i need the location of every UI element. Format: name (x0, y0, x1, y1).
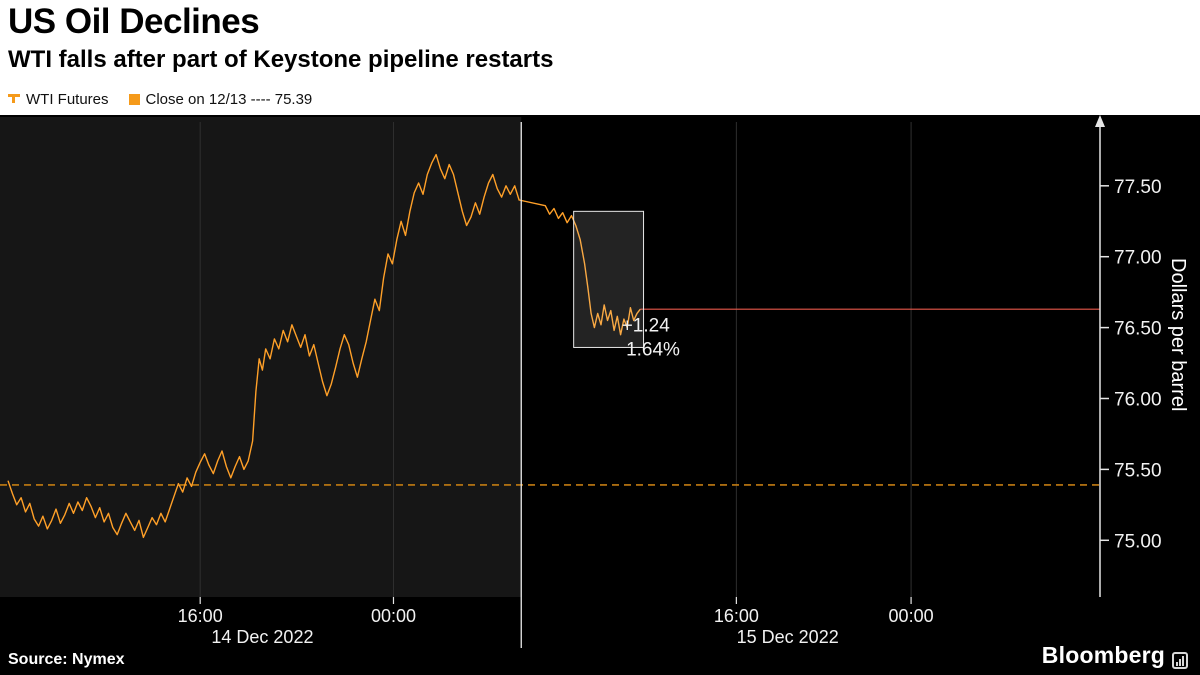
y-axis-title: Dollars per barrel (1167, 258, 1189, 412)
percent-annotation: 1.64% (626, 340, 680, 361)
legend-item-close: Close on 12/13 ---- 75.39 (128, 91, 313, 108)
square-marker-icon (128, 94, 140, 105)
y-tick-label: 75.00 (1114, 531, 1162, 552)
y-axis-arrow-icon (1095, 115, 1105, 127)
price-chart: 75.00 75.50 76.00 76.50 77.00 77.50 16:00 00:00… (0, 115, 1162, 648)
change-annotation: +1.24 (622, 316, 671, 337)
y-tick-label: 77.50 (1114, 177, 1162, 198)
legend-label-close: Close on 12/13 ---- 75.39 (145, 91, 313, 108)
page-title: US Oil Declines (8, 2, 260, 41)
x-tick-label: 00:00 (889, 606, 934, 626)
x-tick-label: 16:00 (178, 606, 223, 626)
line-marker-icon (8, 93, 20, 106)
y-tick-label: 77.00 (1114, 248, 1162, 269)
legend-item-wti: WTI Futures (8, 91, 109, 108)
session-shade (0, 117, 522, 597)
x-tick-label: 16:00 (714, 606, 759, 626)
y-tick-label: 75.50 (1114, 460, 1162, 481)
y-tick-label: 76.00 (1114, 389, 1162, 410)
price-line (7, 153, 641, 539)
bloomberg-wordmark: Bloomberg (1041, 642, 1165, 668)
highlight-box (573, 210, 645, 348)
date-label: 15 Dec 2022 (737, 627, 839, 647)
source-credit: Source: Nymex (8, 651, 125, 668)
bloomberg-terminal-icon (1172, 652, 1188, 669)
chart-legend: WTI Futures Close on 12/13 ---- 75.39 (8, 91, 312, 108)
legend-label-wti: WTI Futures (26, 91, 109, 108)
y-tick-label: 76.50 (1114, 319, 1162, 340)
chart-header: US Oil Declines WTI falls after part of … (0, 0, 1200, 115)
page-subtitle: WTI falls after part of Keystone pipelin… (8, 46, 554, 73)
bloomberg-logo: Bloomberg (1042, 642, 1188, 669)
date-label: 14 Dec 2022 (211, 627, 313, 647)
x-tick-label: 00:00 (371, 606, 416, 626)
